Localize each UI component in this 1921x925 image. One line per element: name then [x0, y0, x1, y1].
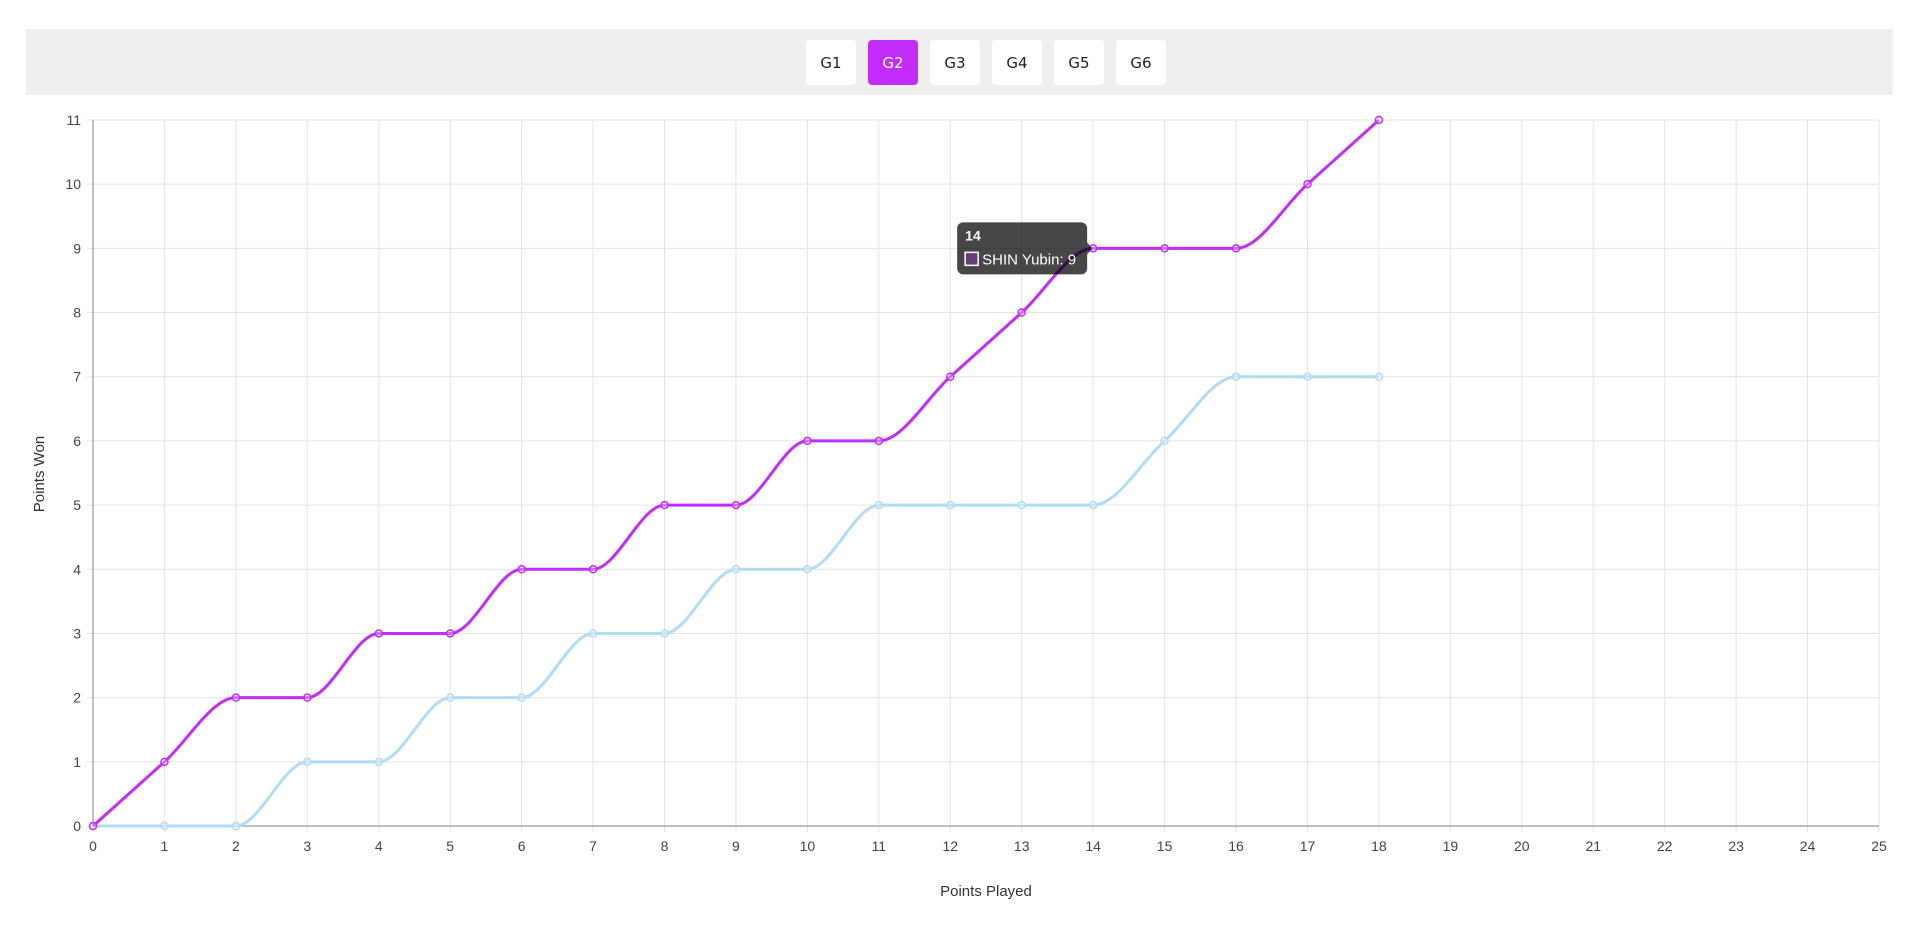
y-tick-labels: 0 1 2 3 4 5 6 7 8 9 10 11	[65, 112, 81, 834]
y-tick-label: 1	[73, 754, 81, 770]
game-tab-bar: G1 G2 G3 G4 G5 G6	[26, 29, 1893, 95]
chart-series	[88, 115, 1384, 831]
x-tick-label: 20	[1514, 838, 1530, 854]
x-tick-label: 14	[1085, 838, 1101, 854]
y-tick-label: 7	[73, 369, 81, 385]
tooltip-swatch	[964, 251, 979, 267]
x-tick-label: 24	[1800, 838, 1816, 854]
data-point[interactable]	[1088, 500, 1098, 510]
x-tick-label: 10	[800, 838, 816, 854]
data-point[interactable]	[445, 693, 455, 702]
series-line	[92, 375, 1379, 828]
y-tick-label: 10	[65, 176, 81, 192]
y-tick-label: 3	[73, 625, 81, 641]
chart-axes	[92, 120, 1879, 827]
data-point[interactable]	[374, 757, 384, 767]
y-tick-label: 11	[66, 112, 81, 128]
data-point[interactable]	[160, 821, 169, 831]
x-tick-label: 1	[161, 838, 169, 854]
y-tick-label: 5	[73, 497, 81, 513]
tab-g3[interactable]: G3	[930, 40, 980, 85]
data-point[interactable]	[803, 565, 812, 574]
x-tick-label: 21	[1585, 838, 1601, 854]
y-tick-label: 9	[73, 240, 81, 256]
data-point[interactable]	[874, 500, 884, 510]
x-tick-label: 5	[446, 838, 454, 854]
y-axis-title: Points Won	[31, 436, 48, 512]
y-tick-label: 2	[73, 690, 81, 706]
x-tick-label: 0	[89, 838, 97, 854]
data-point[interactable]	[1160, 436, 1169, 446]
x-tick-label: 2	[232, 838, 240, 854]
y-tick-label: 6	[73, 433, 81, 449]
data-point[interactable]	[1303, 179, 1312, 189]
x-tick-label: 3	[303, 838, 311, 854]
data-point[interactable]	[731, 500, 741, 510]
data-point[interactable]	[445, 629, 455, 638]
x-tick-label: 15	[1157, 838, 1173, 854]
tooltip-label: SHIN Yubin: 9	[982, 251, 1076, 268]
data-point[interactable]	[231, 821, 241, 831]
series-line	[91, 118, 1380, 828]
x-tick-labels: 0 1 2 3 4 5 6 7 8 9 10 11 12 13 14 15 16 17 18 19 20 21 22 23 24…	[89, 838, 1887, 854]
tooltip-title: 14	[965, 227, 981, 243]
x-tick-label: 6	[518, 838, 526, 854]
x-tick-label: 18	[1371, 838, 1387, 854]
data-point[interactable]	[517, 693, 526, 702]
data-point[interactable]	[1374, 372, 1384, 381]
tab-g4[interactable]: G4	[992, 40, 1042, 85]
data-point[interactable]	[1160, 244, 1169, 253]
y-tick-label: 4	[73, 561, 81, 577]
tab-g5[interactable]: G5	[1054, 40, 1104, 85]
series-1	[88, 115, 1384, 831]
game-tabs: G1 G2 G3 G4 G5 G6	[806, 40, 1166, 85]
data-point[interactable]	[946, 500, 955, 510]
data-point[interactable]	[231, 693, 241, 702]
data-point[interactable]	[660, 500, 669, 510]
data-point[interactable]	[874, 436, 884, 446]
data-point[interactable]	[588, 565, 598, 574]
x-tick-label: 23	[1728, 838, 1744, 854]
y-tick-label: 8	[73, 305, 81, 321]
x-tick-label: 8	[661, 838, 669, 854]
data-point[interactable]	[303, 757, 312, 767]
data-point[interactable]	[1374, 115, 1384, 125]
data-point[interactable]	[1231, 372, 1241, 381]
x-axis-title: Points Played	[940, 883, 1032, 900]
tooltip-caret	[1087, 242, 1093, 255]
y-tick-label: 0	[73, 818, 81, 834]
x-tick-label: 4	[375, 838, 383, 854]
data-point[interactable]	[517, 565, 526, 574]
chart-tooltip: 14 SHIN Yubin: 9	[957, 222, 1093, 275]
tab-g1[interactable]: G1	[806, 40, 856, 85]
data-point[interactable]	[1017, 500, 1026, 510]
data-point[interactable]	[1303, 372, 1312, 381]
data-point[interactable]	[803, 436, 812, 446]
data-point[interactable]	[88, 821, 98, 831]
data-point[interactable]	[1017, 308, 1026, 317]
x-tick-label: 7	[589, 838, 597, 854]
x-tick-label: 9	[732, 838, 740, 854]
data-point[interactable]	[160, 757, 169, 767]
x-tick-label: 17	[1300, 838, 1316, 854]
data-point[interactable]	[588, 629, 598, 638]
tab-g2[interactable]: G2	[868, 40, 918, 85]
data-point[interactable]	[1231, 244, 1241, 253]
x-tick-label: 12	[942, 838, 958, 854]
x-tick-label: 25	[1871, 838, 1887, 854]
data-point[interactable]	[946, 372, 955, 381]
x-tick-label: 22	[1657, 838, 1673, 854]
x-tick-label: 11	[872, 838, 887, 854]
x-tick-label: 16	[1228, 838, 1244, 854]
tooltip-box	[957, 222, 1088, 275]
data-point[interactable]	[374, 629, 384, 638]
tab-g6[interactable]: G6	[1116, 40, 1166, 85]
x-tick-label: 19	[1443, 838, 1459, 854]
x-tick-label: 13	[1014, 838, 1030, 854]
data-point[interactable]	[660, 629, 669, 638]
data-point[interactable]	[303, 693, 312, 702]
data-point[interactable]	[731, 565, 741, 574]
